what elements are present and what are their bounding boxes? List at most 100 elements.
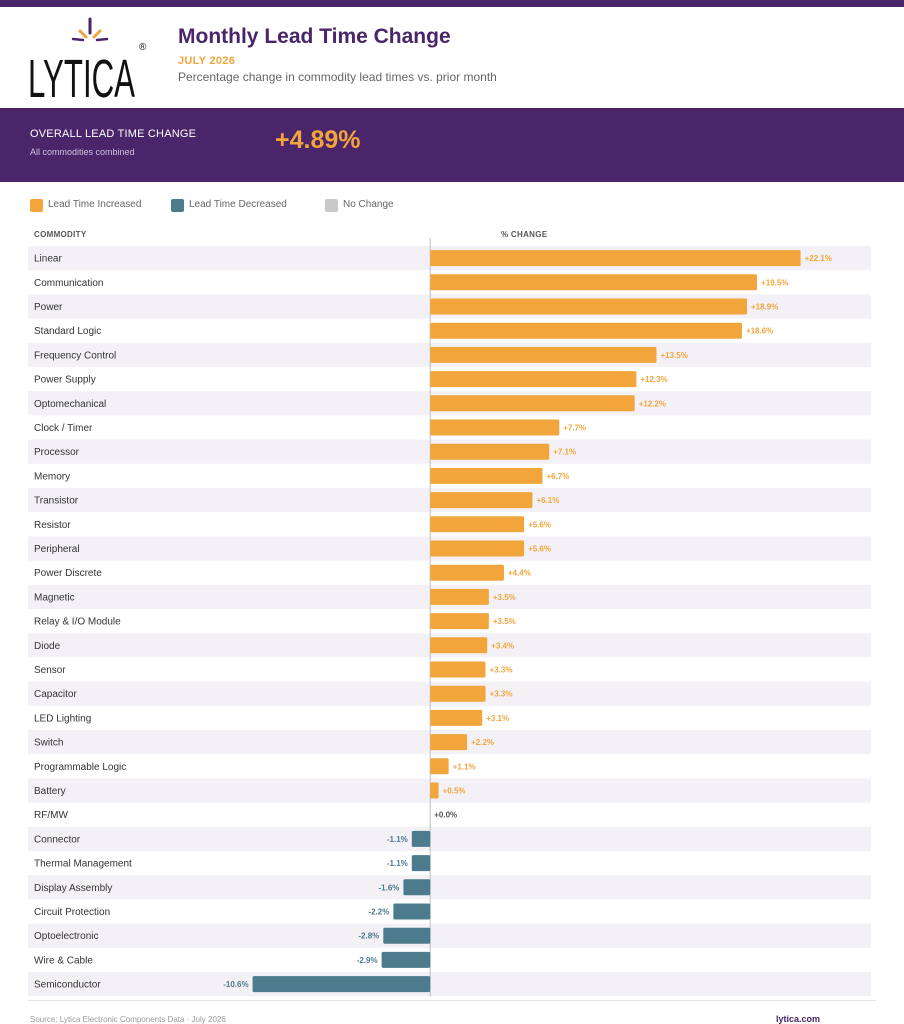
legend-label-nochange: No Change <box>343 199 394 210</box>
commodity-label: Circuit Protection <box>34 907 110 918</box>
data-label: +5.6% <box>528 520 551 529</box>
row-stripe <box>28 972 871 997</box>
row-stripe <box>28 923 871 948</box>
row-stripe <box>28 826 871 851</box>
commodity-label: Linear <box>34 254 62 265</box>
commodity-label: Wire & Cable <box>34 955 93 966</box>
commodity-label: Optoelectronic <box>34 931 98 942</box>
commodity-label: Relay & I/O Module <box>34 617 121 628</box>
data-label: -2.9% <box>357 956 378 965</box>
commodity-label: Memory <box>34 471 70 482</box>
data-label: +22.1% <box>805 254 832 263</box>
commodity-label: Power Supply <box>34 375 96 386</box>
bar <box>381 951 431 968</box>
data-label: -1.1% <box>387 859 408 868</box>
row-stripe <box>28 778 871 803</box>
commodity-label: Sensor <box>34 665 66 676</box>
commodity-label: Magnetic <box>34 592 75 603</box>
bar <box>430 395 635 412</box>
commodity-label: Power <box>34 302 63 313</box>
data-label: +18.6% <box>746 327 773 336</box>
registered-mark: ® <box>139 42 147 53</box>
bar <box>430 467 543 484</box>
summary-label: OVERALL LEAD TIME CHANGE <box>30 128 197 140</box>
data-label: +1.1% <box>453 762 476 771</box>
bar <box>430 322 742 339</box>
summary-sublabel: All commodities combined <box>30 147 135 157</box>
data-label: +12.3% <box>640 375 667 384</box>
commodity-label: Resistor <box>34 520 71 531</box>
commodity-label: Diode <box>34 641 61 652</box>
bar <box>430 250 801 267</box>
commodity-label: Optomechanical <box>34 399 106 410</box>
bar <box>430 734 468 751</box>
data-label: +3.5% <box>493 617 516 626</box>
bar <box>430 443 550 460</box>
data-label: -2.8% <box>358 932 379 941</box>
data-label: +2.2% <box>471 738 494 747</box>
page-title: Monthly Lead Time Change <box>178 25 451 48</box>
bar <box>430 540 525 557</box>
commodity-label: Peripheral <box>34 544 80 555</box>
bar <box>430 613 489 630</box>
footer-site-link[interactable]: lytica.com <box>776 1014 821 1024</box>
lytica-logo: LYTICA ® <box>28 17 147 103</box>
bar <box>430 274 758 291</box>
bar <box>430 516 525 533</box>
bar <box>383 927 431 944</box>
bar <box>430 782 439 799</box>
data-label: -10.6% <box>223 980 248 989</box>
commodity-label: Thermal Management <box>34 859 132 870</box>
commodity-label: Frequency Control <box>34 350 116 361</box>
commodity-label: Display Assembly <box>34 883 112 894</box>
data-label: +6.1% <box>536 496 559 505</box>
bar <box>430 637 488 654</box>
commodity-label: Transistor <box>34 496 79 507</box>
commodity-label: Battery <box>34 786 66 797</box>
logo-wordmark: LYTICA <box>28 49 135 103</box>
data-label: +0.0% <box>434 811 457 820</box>
data-label: +18.9% <box>751 303 778 312</box>
bar <box>430 709 483 726</box>
footer-source: Source: Lytica Electronic Components Dat… <box>30 1015 226 1024</box>
bar <box>411 830 431 847</box>
commodity-label: Programmable Logic <box>34 762 126 773</box>
data-label: +3.3% <box>490 690 513 699</box>
bar <box>430 564 504 581</box>
bar <box>430 346 657 363</box>
data-label: +7.1% <box>553 448 576 457</box>
bar <box>393 903 431 920</box>
bar <box>430 661 486 678</box>
legend-label-increased: Lead Time Increased <box>48 199 142 210</box>
summary-banner: OVERALL LEAD TIME CHANGE All commodities… <box>0 108 904 182</box>
top-accent-strip <box>0 0 904 7</box>
bar <box>430 419 560 436</box>
data-label: +3.4% <box>491 641 514 650</box>
data-label: +7.7% <box>563 424 586 433</box>
commodity-label: LED Lighting <box>34 713 91 724</box>
lead-time-bar-chart: Linear Communication Power Standard Logic Fr… <box>28 238 871 997</box>
data-label: +6.7% <box>547 472 570 481</box>
bar <box>430 588 489 605</box>
commodity-label: Switch <box>34 738 63 749</box>
data-label: -1.6% <box>379 883 400 892</box>
bar <box>430 298 747 315</box>
column-header-commodity: COMMODITY <box>34 230 87 239</box>
legend-swatch-nochange <box>325 199 338 212</box>
commodity-label: RF/MW <box>34 810 68 821</box>
legend-swatch-increased <box>30 199 43 212</box>
bar <box>411 855 431 872</box>
commodity-label: Power Discrete <box>34 568 102 579</box>
summary-value: +4.89% <box>275 126 361 154</box>
footer-divider <box>28 1000 876 1001</box>
data-label: +3.3% <box>490 666 513 675</box>
bar <box>430 685 486 702</box>
commodity-label: Communication <box>34 278 103 289</box>
bar <box>430 371 637 388</box>
report-month: JULY 2026 <box>178 55 236 67</box>
data-label: +19.5% <box>761 278 788 287</box>
bar <box>430 492 533 509</box>
data-label: +13.5% <box>660 351 687 360</box>
data-label: +3.5% <box>493 593 516 602</box>
commodity-label: Semiconductor <box>34 980 101 991</box>
